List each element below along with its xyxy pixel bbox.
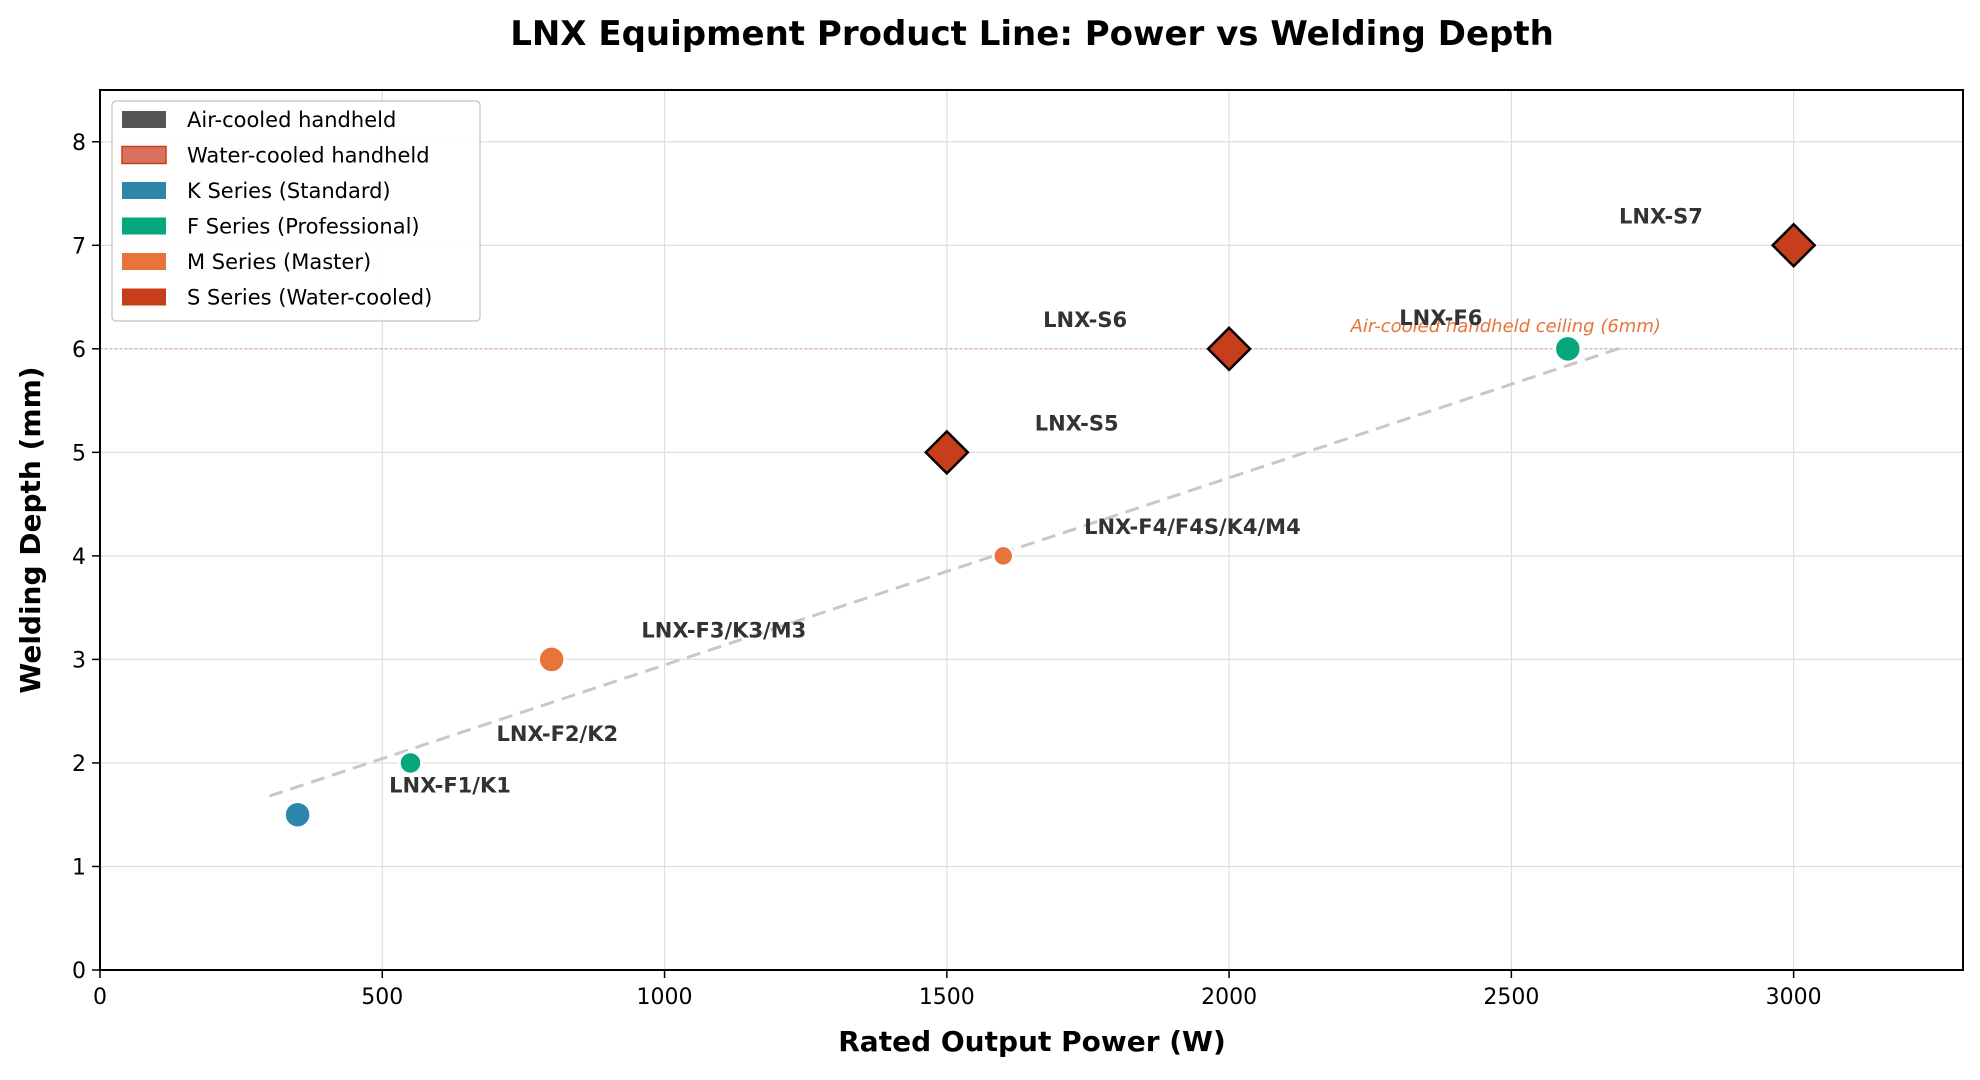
point-label: LNX-F1/K1 <box>389 774 511 798</box>
y-tick-label: 5 <box>72 441 86 466</box>
x-tick-label: 0 <box>93 985 107 1010</box>
circle-point <box>1553 334 1583 364</box>
legend-entry-label: M Series (Master) <box>187 250 371 274</box>
reference-line-label: Air-cooled handheld ceiling (6mm) <box>1350 316 1661 337</box>
legend-swatch <box>122 182 166 199</box>
point-label: LNX-S7 <box>1619 204 1703 228</box>
circle-point <box>992 544 1015 568</box>
y-tick-label: 2 <box>72 752 86 777</box>
legend-entry-label: F Series (Professional) <box>187 215 420 239</box>
y-tick-label: 1 <box>72 855 86 880</box>
ticks-layer: 0 500 1000 1500 2000 2500 3000 0 1 2 3 4 5 6 7 8 <box>72 131 1822 1010</box>
legend: Air-cooled handheld Water-cooled handheld… <box>111 100 481 322</box>
diamond-point <box>924 429 970 476</box>
points-layer <box>283 222 1817 829</box>
x-tick-label: 500 <box>361 985 403 1010</box>
x-axis-label: Rated Output Power (W) <box>838 1025 1226 1058</box>
legend-swatch <box>122 217 166 235</box>
y-tick-label: 7 <box>72 234 86 259</box>
trend-line-layer <box>268 345 1625 798</box>
y-tick-label: 8 <box>72 131 86 156</box>
diamond-point <box>1206 326 1252 372</box>
legend-entry-label: Water-cooled handheld <box>187 144 430 168</box>
point-label: LNX-F2/K2 <box>496 722 618 746</box>
x-tick-label: 1500 <box>919 985 975 1010</box>
legend-entry-label: S Series (Water-cooled) <box>187 286 432 310</box>
point-labels-layer: LNX-F1/K1 LNX-F2/K2 LNX-F3/K3/M3 LNX-F4/F4S… <box>389 204 1703 797</box>
chart-title: LNX Equipment Product Line: Power vs Wel… <box>510 14 1554 54</box>
legend-swatch <box>122 253 166 270</box>
y-tick-label: 6 <box>72 338 86 363</box>
legend-entry-label: Air-cooled handheld <box>187 108 396 132</box>
reference-line-layer: Air-cooled handheld ceiling (6mm) <box>100 316 1963 350</box>
legend-entry-label: K Series (Standard) <box>187 179 391 203</box>
circle-point <box>537 645 566 674</box>
circle-point <box>398 750 423 776</box>
trend-line <box>268 345 1625 798</box>
legend-swatch <box>121 145 167 165</box>
x-tick-label: 2500 <box>1483 985 1539 1010</box>
y-axis-label: Welding Depth (mm) <box>14 366 47 693</box>
x-tick-label: 2000 <box>1201 985 1257 1010</box>
point-label: LNX-S5 <box>1035 411 1119 435</box>
y-tick-label: 4 <box>72 545 86 570</box>
y-tick-label: 3 <box>72 648 86 673</box>
point-label: LNX-F4/F4S/K4/M4 <box>1084 515 1301 539</box>
x-tick-label: 1000 <box>637 985 693 1010</box>
legend-swatch <box>122 288 166 306</box>
diamond-point <box>1770 222 1817 269</box>
legend-swatch <box>122 111 166 128</box>
y-tick-label: 0 <box>72 959 86 984</box>
point-label: LNX-F6 <box>1399 306 1482 330</box>
point-label: LNX-F3/K3/M3 <box>641 618 806 642</box>
x-tick-label: 3000 <box>1766 985 1822 1010</box>
legend-box <box>111 100 481 322</box>
plot-frame <box>99 89 1964 971</box>
circle-point <box>283 800 312 829</box>
point-label: LNX-S6 <box>1043 308 1127 332</box>
